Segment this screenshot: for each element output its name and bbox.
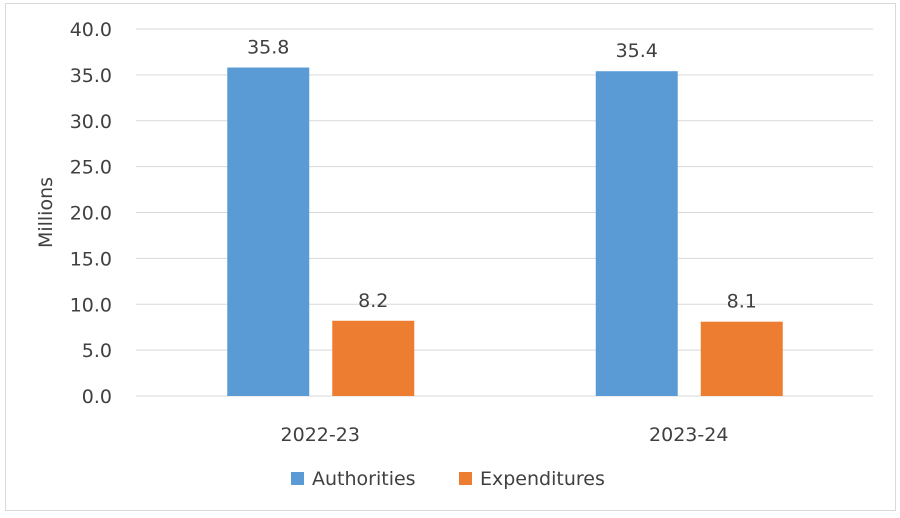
y-tick-label: 15.0 [70,248,112,270]
y-tick-label: 5.0 [82,340,112,362]
legend-swatch-expenditures [459,472,472,485]
legend-label-authorities: Authorities [312,468,416,490]
data-label: 8.2 [358,290,388,312]
bar-authorities-2022-23 [227,67,310,396]
legend-swatch-authorities [291,472,304,485]
bar-expenditures-2022-23 [332,320,415,396]
bar-expenditures-2023-24 [700,321,783,396]
y-tick-label: 25.0 [70,157,112,179]
data-label: 8.1 [727,291,757,313]
y-tick-label: 20.0 [70,203,112,225]
y-tick-label: 10.0 [70,294,112,316]
x-tick-label: 2022-23 [281,424,360,446]
bar-authorities-2023-24 [595,71,678,396]
legend-label-expenditures: Expenditures [480,468,605,490]
chart-frame [5,3,896,511]
y-tick-label: 35.0 [70,65,112,87]
data-label: 35.4 [616,40,658,62]
y-tick-label: 30.0 [70,111,112,133]
x-tick-label: 2023-24 [649,424,728,446]
y-axis-label: Millions [35,177,57,248]
data-label: 35.8 [247,37,289,59]
y-tick-label: 0.0 [82,386,112,408]
y-tick-label: 40.0 [70,19,112,41]
